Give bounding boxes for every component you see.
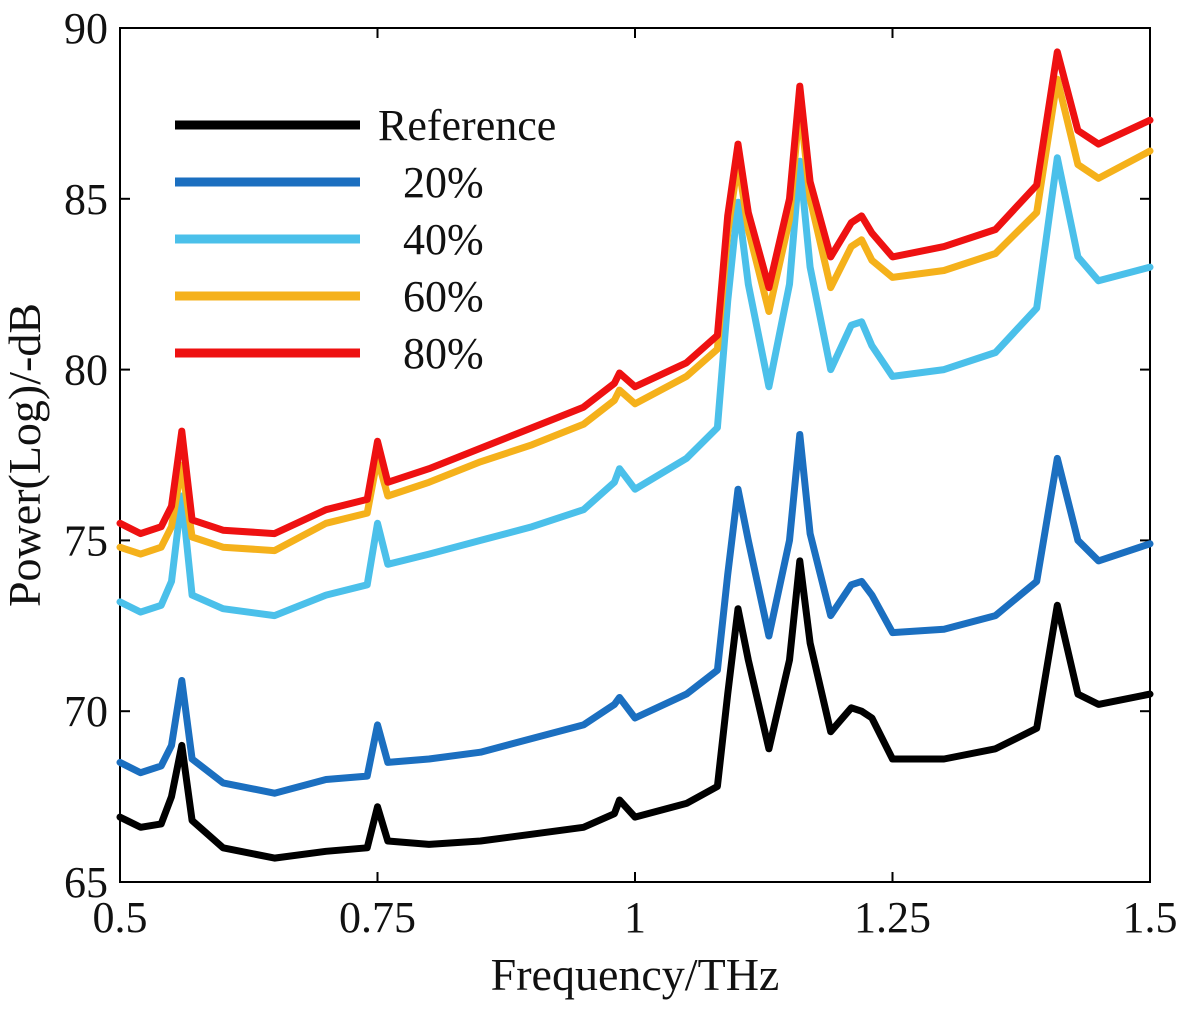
y-tick-label: 70 — [64, 687, 108, 736]
series-line-1 — [116, 557, 1154, 862]
x-tick-label: 0.75 — [339, 893, 416, 942]
y-tick-label: 85 — [64, 175, 108, 224]
x-tick-label: 1 — [624, 893, 646, 942]
x-tick-label: 1.25 — [854, 893, 931, 942]
x-tick-label: 0.5 — [93, 893, 148, 942]
legend-label: 60% — [403, 272, 484, 321]
series-line-5 — [116, 48, 1154, 538]
legend: Reference 20% 40% 60% 80% — [175, 101, 556, 378]
legend-label: 40% — [403, 215, 484, 264]
y-tick-label: 65 — [64, 858, 108, 907]
legend-label: 20% — [403, 158, 484, 207]
plot-frame — [119, 27, 1151, 883]
x-tick-label: 1.5 — [1123, 893, 1178, 942]
y-tick-label: 80 — [64, 346, 108, 395]
series-line-4 — [116, 75, 1154, 558]
y-axis-title: Power(Log)/-dB — [0, 303, 50, 607]
legend-label: 80% — [403, 329, 484, 378]
y-axis: 65 70 75 80 85 90 — [64, 4, 1150, 907]
y-tick-label: 75 — [64, 516, 108, 565]
series-line-2 — [116, 431, 1154, 797]
plot-border — [119, 27, 1151, 883]
y-tick-label: 90 — [64, 4, 108, 53]
legend-label: Reference — [378, 101, 556, 150]
series-line-3 — [116, 154, 1154, 620]
x-axis: 0.5 0.75 1 1.25 1.5 — [93, 28, 1178, 942]
series-lines — [116, 48, 1154, 862]
x-axis-title: Frequency/THz — [491, 949, 780, 1000]
